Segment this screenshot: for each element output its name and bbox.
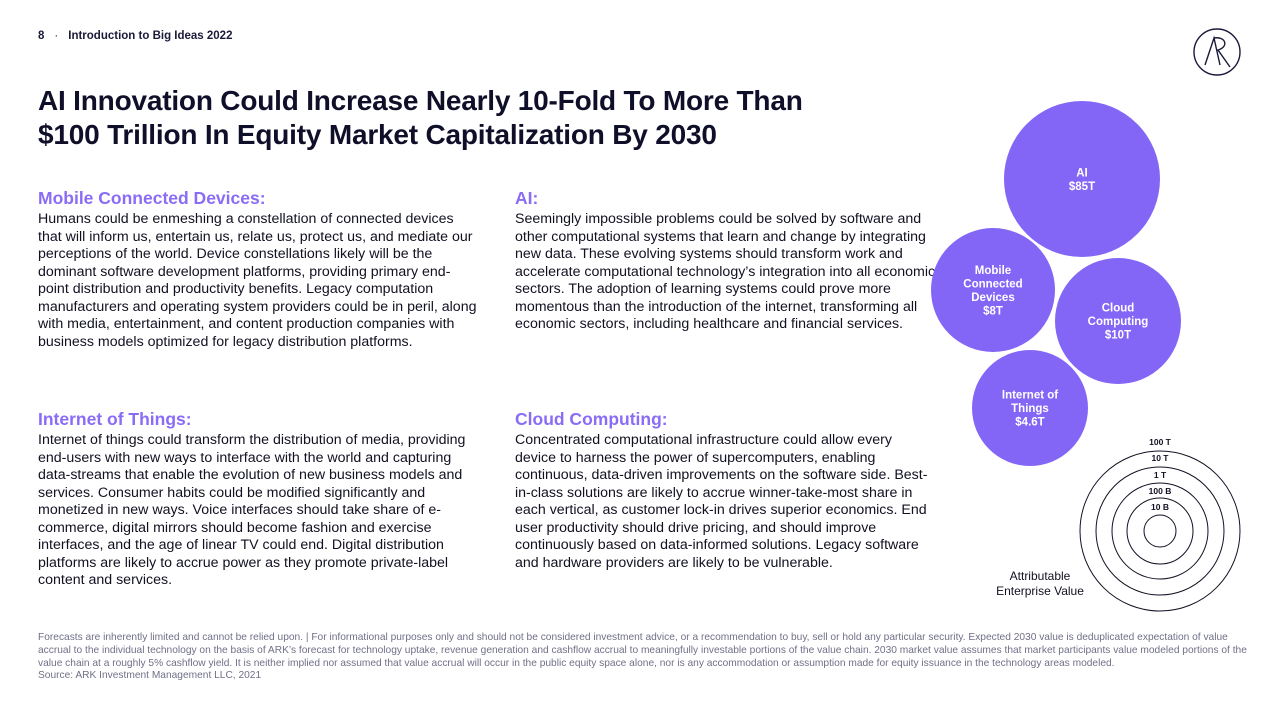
legend-ring-label: 100 B — [1149, 486, 1172, 496]
bubble-label: $85T — [1069, 181, 1095, 193]
ark-logo-icon — [1193, 28, 1241, 76]
bubble-label: Things — [1011, 403, 1049, 415]
legend-ring-label: 1 T — [1154, 470, 1167, 480]
section-body: Seemingly impossible problems could be s… — [515, 211, 936, 332]
legend-caption-line-2: Enterprise Value — [996, 584, 1084, 598]
bubble-label: Connected — [963, 278, 1022, 290]
section-heading: Internet of Things: — [38, 409, 192, 429]
section-heading: Cloud Computing: — [515, 409, 668, 429]
header-separator: · — [54, 30, 59, 42]
disclaimer-text: Forecasts are inherently limited and can… — [38, 632, 1247, 669]
legend-caption-line-1: Attributable — [1010, 569, 1071, 583]
bubble-label: Cloud — [1102, 303, 1135, 315]
bubble-circle — [972, 350, 1088, 466]
bubble-label: Internet of — [1002, 390, 1058, 402]
source-text: Source: ARK Investment Management LLC, 2… — [38, 670, 262, 682]
section-mobile-connected-devices: Mobile Connected Devices: Humans could b… — [38, 188, 478, 351]
legend-ring — [1079, 450, 1241, 612]
page-number: 8 — [38, 30, 45, 42]
bubble-circle — [1055, 258, 1181, 384]
deck-title: Introduction to Big Ideas 2022 — [68, 30, 233, 42]
bubble-circle — [931, 228, 1055, 352]
title-line-1: AI Innovation Could Increase Nearly 10-F… — [38, 85, 803, 116]
section-cloud-computing: Cloud Computing: Concentrated computatio… — [515, 409, 930, 572]
section-body: Humans could be enmeshing a constellatio… — [38, 211, 477, 350]
bubble-label: $4.6T — [1015, 417, 1044, 429]
legend-ring-label: 100 T — [1149, 437, 1172, 447]
bubble-label: AI — [1076, 167, 1088, 179]
bubble-label: Computing — [1088, 316, 1149, 328]
section-body: Internet of things could transform the d… — [38, 432, 466, 588]
bubble-label: Mobile — [975, 265, 1011, 277]
legend-ring — [1126, 497, 1194, 565]
legend-ring-label: 10 T — [1151, 453, 1169, 463]
section-heading: Mobile Connected Devices: — [38, 188, 266, 208]
title-line-2: $100 Trillion In Equity Market Capitaliz… — [38, 119, 717, 150]
footer-disclaimer: Forecasts are inherently limited and can… — [38, 632, 1248, 683]
legend-ring — [1111, 482, 1209, 580]
section-heading: AI: — [515, 188, 539, 208]
bubble-ai: AI $85T — [1004, 101, 1160, 257]
legend-ring — [1143, 514, 1177, 548]
section-ai: AI: Seemingly impossible problems could … — [515, 188, 955, 334]
legend-ring — [1095, 466, 1225, 596]
page-header: 8 · Introduction to Big Ideas 2022 — [38, 30, 232, 42]
section-internet-of-things: Internet of Things: Internet of things c… — [38, 409, 478, 590]
bubble-label: Devices — [971, 292, 1014, 304]
bubble-label: $10T — [1105, 330, 1131, 342]
bubble-diagram: AI $85T Mobile Connected Devices $8T Cloud Comp… — [920, 95, 1280, 625]
page-title: AI Innovation Could Increase Nearly 10-F… — [38, 84, 918, 152]
legend-ring-label: 10 B — [1151, 502, 1169, 512]
bubble-label: $8T — [983, 305, 1003, 317]
bubble-circle — [1004, 101, 1160, 257]
size-legend: 100 T 10 T 1 T 100 B 10 B AttributableEnterpr… — [996, 437, 1241, 612]
section-body: Concentrated computational infrastructur… — [515, 432, 928, 571]
